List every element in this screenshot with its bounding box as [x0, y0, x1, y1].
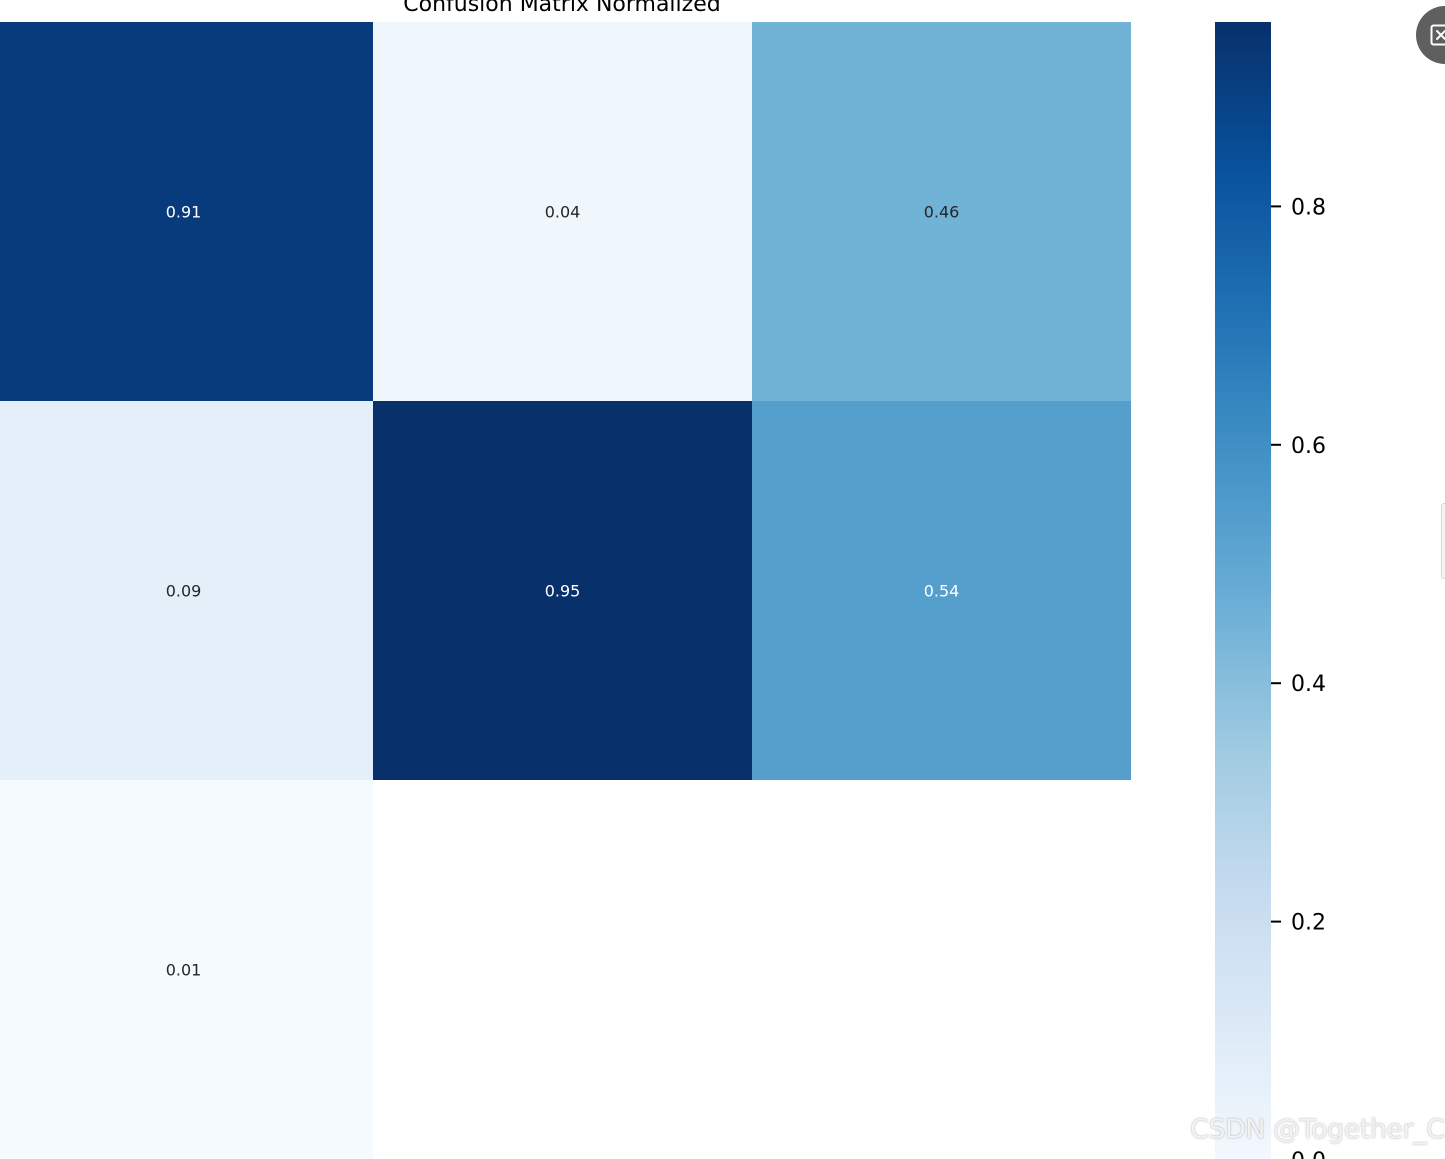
cell-label-r1-c0: 0.09: [166, 582, 202, 601]
cell-label-r0-c2: 0.46: [924, 203, 960, 222]
colorbar-tick-label-1: 0.2: [1291, 911, 1326, 936]
cell-label-r1-c2: 0.54: [924, 582, 960, 601]
colorbar-tick-label-4: 0.8: [1291, 195, 1326, 220]
cell-label-r1-c1: 0.95: [545, 582, 581, 601]
colorbar-tick-label-2: 0.4: [1291, 672, 1326, 697]
heatmap-cell-r2-c0: [0, 780, 373, 1159]
colorbar-tick-label-3: 0.6: [1291, 434, 1326, 459]
cell-label-r0-c1: 0.04: [545, 203, 581, 222]
expand-icon: [1430, 24, 1445, 46]
chart-title: Confusion Matrix Normalized: [403, 0, 720, 17]
heatmap-cell-r0-c0: [0, 22, 373, 401]
heatmap-cell-r1-c0: [0, 401, 373, 780]
watermark: CSDN @Together_CZ: [1190, 1114, 1445, 1145]
heatmap-cells: [0, 22, 1131, 1159]
colorbar-ticks: 0.0 0.2 0.4 0.6 0.8: [1271, 195, 1326, 1159]
heatmap-cell-r1-c2: [752, 401, 1131, 780]
heatmap-cell-r1-c1: [373, 401, 752, 780]
colorbar-tick-label-0: 0.0: [1291, 1149, 1326, 1159]
side-panel-tab[interactable]: [1441, 503, 1445, 579]
colorbar: [1215, 22, 1271, 1159]
cell-label-r2-c0: 0.01: [166, 961, 202, 980]
heatmap-cell-r0-c1: [373, 22, 752, 401]
heatmap-cell-labels: 0.91 0.04 0.46 0.09 0.95 0.54 0.01: [166, 203, 960, 980]
heatmap-cell-r0-c2: [752, 22, 1131, 401]
cell-label-r0-c0: 0.91: [166, 203, 202, 222]
